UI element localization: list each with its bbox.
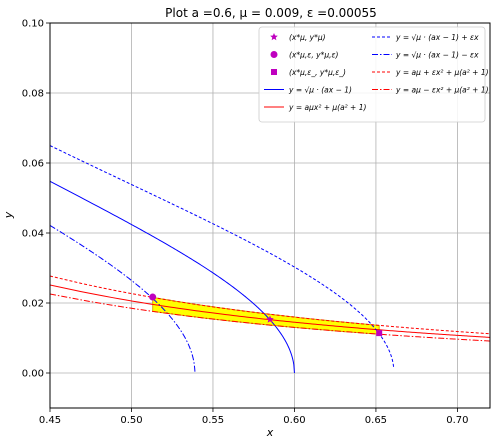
x-tick-label: 0.65 — [365, 415, 387, 426]
series-line-2 — [50, 145, 395, 369]
y-tick-label: 0.10 — [22, 19, 44, 30]
y-tick-label: 0.02 — [22, 299, 44, 310]
legend: (x*μ, y*μ) (x*μ,ε, y*μ,ε) (x*μ,ε_, y*μ,ε_)… — [258, 26, 489, 123]
legend-label: (x*μ,ε, y*μ,ε) — [289, 51, 339, 60]
chart-title: Plot a =0.6, μ = 0.009, ε =0.00055 — [165, 6, 377, 20]
legend-label: y = √μ · (ax − 1) — [288, 86, 352, 95]
x-tick-label: 0.70 — [446, 415, 468, 426]
y-axis-label: y — [2, 211, 15, 219]
legend-box — [258, 26, 486, 123]
y-tick-label: 0.04 — [22, 229, 44, 240]
data-point-2 — [376, 330, 383, 337]
series-line-4 — [50, 275, 490, 335]
series-line-1 — [50, 284, 490, 338]
x-tick-label: 0.45 — [39, 415, 61, 426]
y-tick-label: 0.06 — [22, 159, 44, 170]
plot-frame — [49, 22, 491, 409]
x-tick-label: 0.55 — [202, 415, 224, 426]
series-line-0 — [50, 180, 295, 374]
legend-label: y = aμ − εx² + μ(a² + 1) — [395, 86, 489, 95]
legend-label: y = √μ · (ax − 1) − εx — [395, 51, 479, 60]
y-tick-label: 0.08 — [22, 89, 44, 100]
curves — [50, 145, 490, 374]
legend-marker — [271, 69, 277, 75]
series-line-3 — [50, 225, 196, 374]
plot-area — [50, 145, 490, 374]
legend-label: (x*μ,ε_, y*μ,ε_) — [289, 68, 346, 77]
x-tick-label: 0.60 — [283, 415, 305, 426]
legend-label: y = aμx² + μ(a² + 1) — [288, 103, 366, 112]
data-point-1 — [149, 293, 157, 301]
legend-marker — [270, 33, 278, 41]
x-axis-label: x — [266, 426, 274, 439]
series-line-5 — [50, 293, 490, 342]
x-tick-label: 0.50 — [120, 415, 142, 426]
markers — [149, 293, 383, 337]
y-ticks: 0.00 0.02 0.04 0.06 0.08 0.10 — [22, 19, 50, 380]
legend-marker — [270, 51, 278, 58]
legend-label: y = aμ + εx² + μ(a² + 1) — [395, 68, 489, 77]
y-tick-label: 0.00 — [22, 369, 44, 380]
legend-label: y = √μ · (ax − 1) + εx — [395, 33, 479, 42]
x-ticks: 0.45 0.50 0.55 0.60 0.65 0.70 — [39, 408, 469, 426]
legend-label: (x*μ, y*μ) — [289, 33, 326, 42]
data-point-0 — [266, 315, 274, 323]
